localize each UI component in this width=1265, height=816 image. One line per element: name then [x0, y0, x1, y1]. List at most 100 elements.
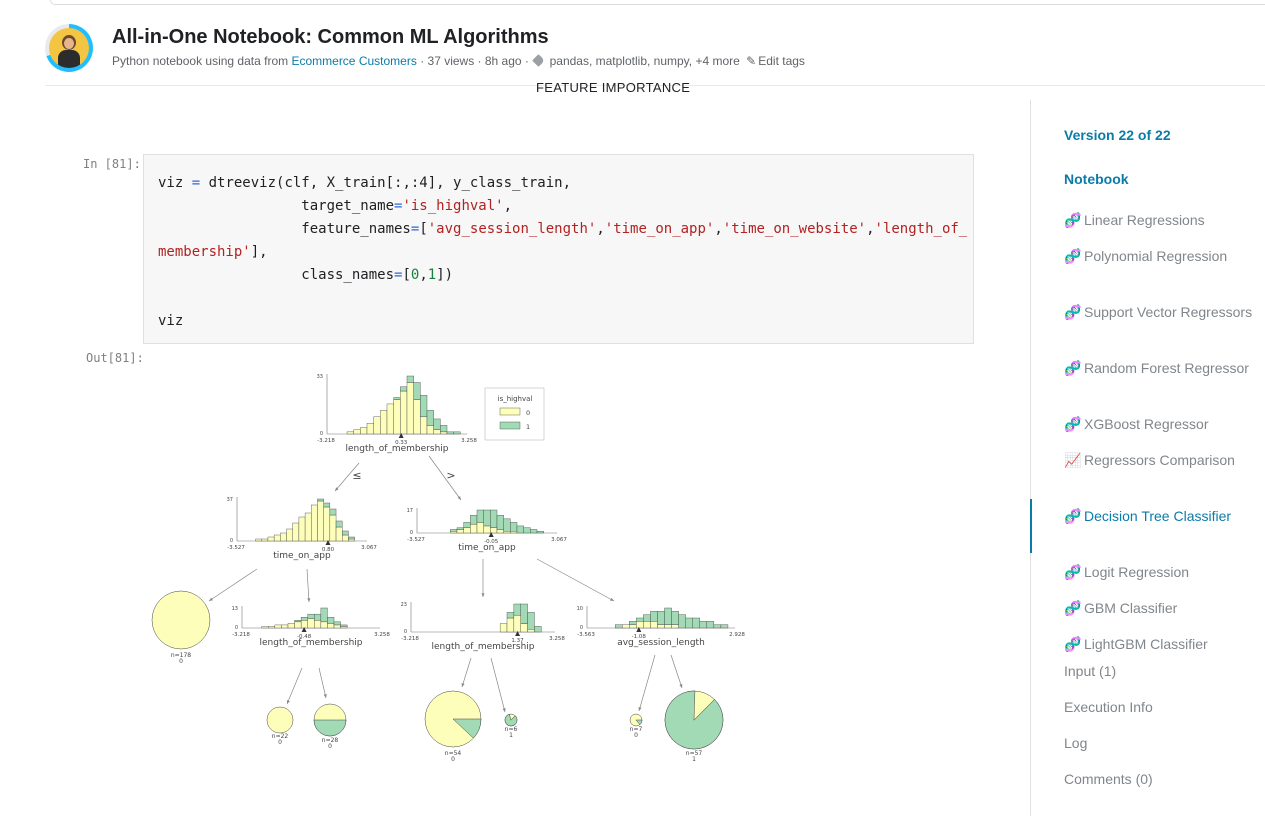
log-link[interactable]: Log — [1064, 735, 1088, 751]
hist-bar-class0 — [261, 626, 269, 629]
hist-bar-class0 — [323, 506, 331, 542]
sidebar-item-lightgbm-classifier[interactable]: 🧬 LightGBM Classifier — [1064, 634, 1254, 654]
sidebar-item-random-forest-regressor[interactable]: 🧬 Random Forest Regressor — [1064, 358, 1254, 378]
hist-bar-class0 — [380, 410, 388, 435]
legend-title: is_highval — [498, 395, 533, 403]
x-tick-label: -3.527 — [407, 537, 425, 543]
hist-bar-class1 — [510, 522, 518, 532]
sidebar-item-xgboost-regressor[interactable]: 🧬 XGBoost Regressor — [1064, 414, 1254, 434]
sidebar-item-regressors-comparison[interactable]: 📈 Regressors Comparison — [1064, 450, 1254, 470]
hist-bar-class0 — [286, 528, 293, 542]
hist-bar-class1 — [294, 620, 302, 623]
split-marker — [398, 433, 404, 438]
leaf-class: 0 — [451, 756, 455, 763]
node-feature-label: time_on_app — [458, 543, 516, 553]
tree-edge — [670, 654, 683, 689]
hist-bar-class0 — [292, 522, 300, 542]
hist-bar-class0 — [506, 617, 515, 633]
hist-bar-class0 — [657, 624, 665, 629]
dna-icon: 🧬 — [1064, 416, 1082, 432]
sidebar-item-support-vector-regressors[interactable]: 🧬 Support Vector Regressors — [1064, 302, 1254, 322]
hist-bar-class0 — [393, 399, 401, 435]
code-text[interactable]: viz = dtreeviz(clf, X_train[:,:4], y_cla… — [158, 175, 968, 329]
hist-bar-class0 — [426, 425, 434, 435]
hist-bar-class0 — [340, 626, 348, 629]
hist-bar-class0 — [490, 527, 498, 534]
tags-list[interactable]: pandas, matplotlib, numpy, +4 more — [549, 54, 740, 68]
hist-bar-class1 — [650, 611, 658, 622]
hist-bar-class1 — [335, 520, 343, 528]
sidebar-item-decision-tree-classifier[interactable]: 🧬 Decision Tree Classifier — [1064, 506, 1254, 526]
sidebar-item-polynomial-regression[interactable]: 🧬 Polynomial Regression — [1064, 246, 1254, 266]
y-tick-label: 37 — [227, 497, 233, 503]
pencil-icon[interactable]: ✎ — [746, 54, 757, 68]
hist-bar-class1 — [317, 498, 324, 502]
hist-bar-class1 — [400, 386, 408, 392]
version-link[interactable]: Version 22 of 22 — [1064, 127, 1171, 143]
hist-bar-class0 — [413, 399, 421, 435]
hist-bar-class1 — [643, 614, 651, 622]
hist-bar-class1 — [636, 617, 644, 622]
hist-bar-class1 — [463, 522, 471, 528]
comments-link[interactable]: Comments (0) — [1064, 771, 1153, 787]
hist-bar-class0 — [470, 523, 478, 534]
hist-bar-class0 — [629, 624, 637, 629]
hist-bar-class1 — [706, 621, 715, 629]
code-cell[interactable]: viz = dtreeviz(clf, X_train[:,:4], y_cla… — [143, 154, 974, 344]
leaf-class: 0 — [179, 658, 183, 665]
hist-bar-class0 — [450, 531, 458, 534]
tree-edge — [638, 654, 656, 712]
hist-bar-class0 — [513, 614, 521, 633]
author-avatar[interactable] — [45, 24, 93, 72]
sidebar-item-gbm-classifier[interactable]: 🧬 GBM Classifier — [1064, 598, 1254, 618]
tree-edge-arrowhead — [209, 597, 213, 601]
sidebar-item-label: Linear Regressions — [1084, 212, 1205, 228]
hist-bar-class1 — [320, 607, 328, 623]
hist-bar-class0 — [307, 618, 315, 629]
hist-bar-class1 — [420, 395, 428, 418]
leaf-count: n=57 — [686, 750, 703, 757]
hist-bar-class1 — [513, 603, 521, 616]
dna-icon: 🧬 — [1064, 636, 1082, 652]
leaf-count: n=28 — [322, 737, 339, 744]
hist-bar-class0 — [333, 624, 341, 629]
hist-bar-class1 — [327, 617, 335, 624]
sidebar-item-label: Polynomial Regression — [1084, 248, 1228, 264]
edit-tags-link[interactable]: Edit tags — [758, 54, 805, 68]
tree-edge — [334, 462, 360, 492]
x-tick-label: 3.258 — [461, 438, 477, 444]
hist-bar-class0 — [503, 531, 511, 534]
section-heading-cut: FEATURE IMPORTANCE — [536, 80, 691, 93]
y-tick-label: 33 — [317, 374, 323, 380]
execution-info-link[interactable]: Execution Info — [1064, 699, 1153, 715]
split-value: -0.48 — [297, 634, 312, 640]
dataset-link[interactable]: Ecommerce Customers — [291, 54, 417, 68]
split-value: 0.33 — [395, 440, 408, 446]
tree-edge — [428, 455, 462, 501]
hist-bar-class0 — [420, 416, 428, 435]
input-link[interactable]: Input (1) — [1064, 663, 1117, 679]
y-tick-label: 0 — [320, 431, 323, 437]
notebook-header: All-in-One Notebook: Common ML Algorithm… — [45, 24, 1265, 86]
sidebar-item-linear-regressions[interactable]: 🧬 Linear Regressions — [1064, 210, 1254, 230]
legend-swatch-class1 — [499, 421, 521, 430]
chart-icon: 📈 — [1064, 452, 1082, 468]
leaf-class: 1 — [692, 756, 696, 763]
leaf-pie-class1 — [504, 713, 518, 727]
hist-bar-class0 — [456, 529, 464, 534]
hist-bar-class1 — [490, 509, 498, 528]
tree-edge-arrowhead — [481, 593, 485, 597]
notebook-link[interactable]: Notebook — [1064, 171, 1129, 187]
hist-bar-class0 — [342, 534, 349, 542]
hist-bar-class0 — [499, 623, 508, 633]
hist-bar-class1 — [523, 527, 531, 534]
hist-bar-class0 — [261, 538, 269, 542]
tree-edge-arrowhead — [286, 700, 290, 704]
sidebar-item-logit-regression[interactable]: 🧬 Logit Regression — [1064, 562, 1254, 582]
split-marker — [636, 627, 642, 632]
hist-bar-class1 — [393, 397, 401, 400]
split-marker — [515, 631, 521, 636]
hist-bar-class1 — [323, 502, 331, 508]
tag-icon — [532, 54, 546, 67]
hist-bar-class0 — [636, 621, 644, 629]
